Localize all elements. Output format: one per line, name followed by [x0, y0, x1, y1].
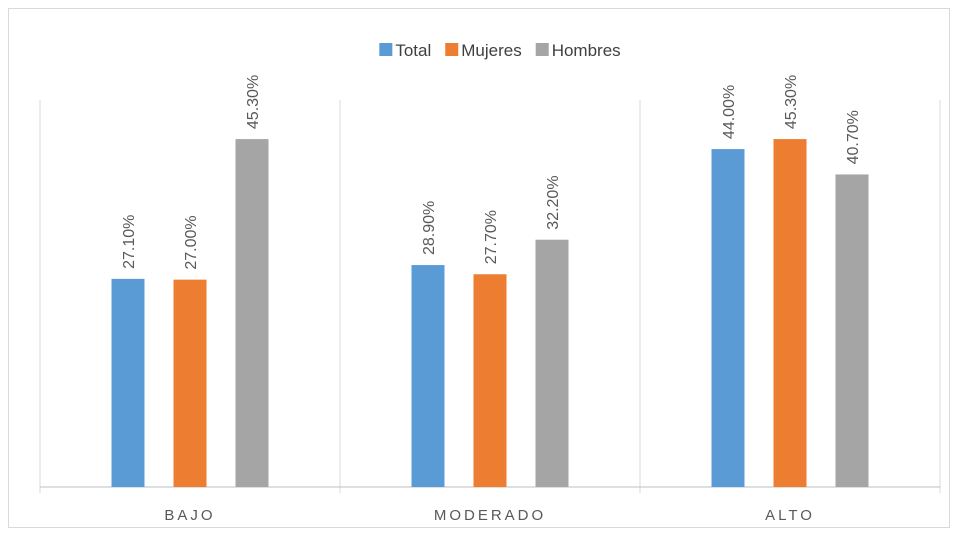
data-label: 27.70% — [483, 210, 500, 264]
bar — [411, 265, 445, 487]
x-tick-label: MODERADO — [434, 507, 546, 524]
data-label: 27.00% — [183, 215, 200, 269]
legend-text: Mujeres — [461, 41, 521, 60]
bar — [473, 274, 507, 487]
data-label: 45.30% — [245, 75, 262, 129]
bar — [773, 139, 807, 487]
bar — [711, 149, 745, 487]
bar — [235, 139, 269, 487]
bar — [173, 279, 207, 487]
legend-swatch — [379, 43, 393, 56]
bar — [111, 278, 145, 487]
data-label: 44.00% — [721, 85, 738, 139]
data-label: 32.20% — [545, 175, 562, 229]
data-label: 45.30% — [783, 75, 800, 129]
legend-text: Hombres — [552, 41, 621, 60]
legend-swatch — [445, 43, 459, 56]
data-label: 28.90% — [421, 201, 438, 255]
legend-text: Total — [395, 41, 431, 60]
bar — [535, 239, 569, 487]
x-tick-label: ALTO — [765, 507, 815, 524]
legend-swatch — [535, 43, 549, 56]
x-tick-label: BAJO — [164, 507, 215, 524]
data-label: 40.70% — [845, 110, 862, 164]
data-label: 27.10% — [121, 215, 138, 269]
bar — [835, 174, 869, 487]
